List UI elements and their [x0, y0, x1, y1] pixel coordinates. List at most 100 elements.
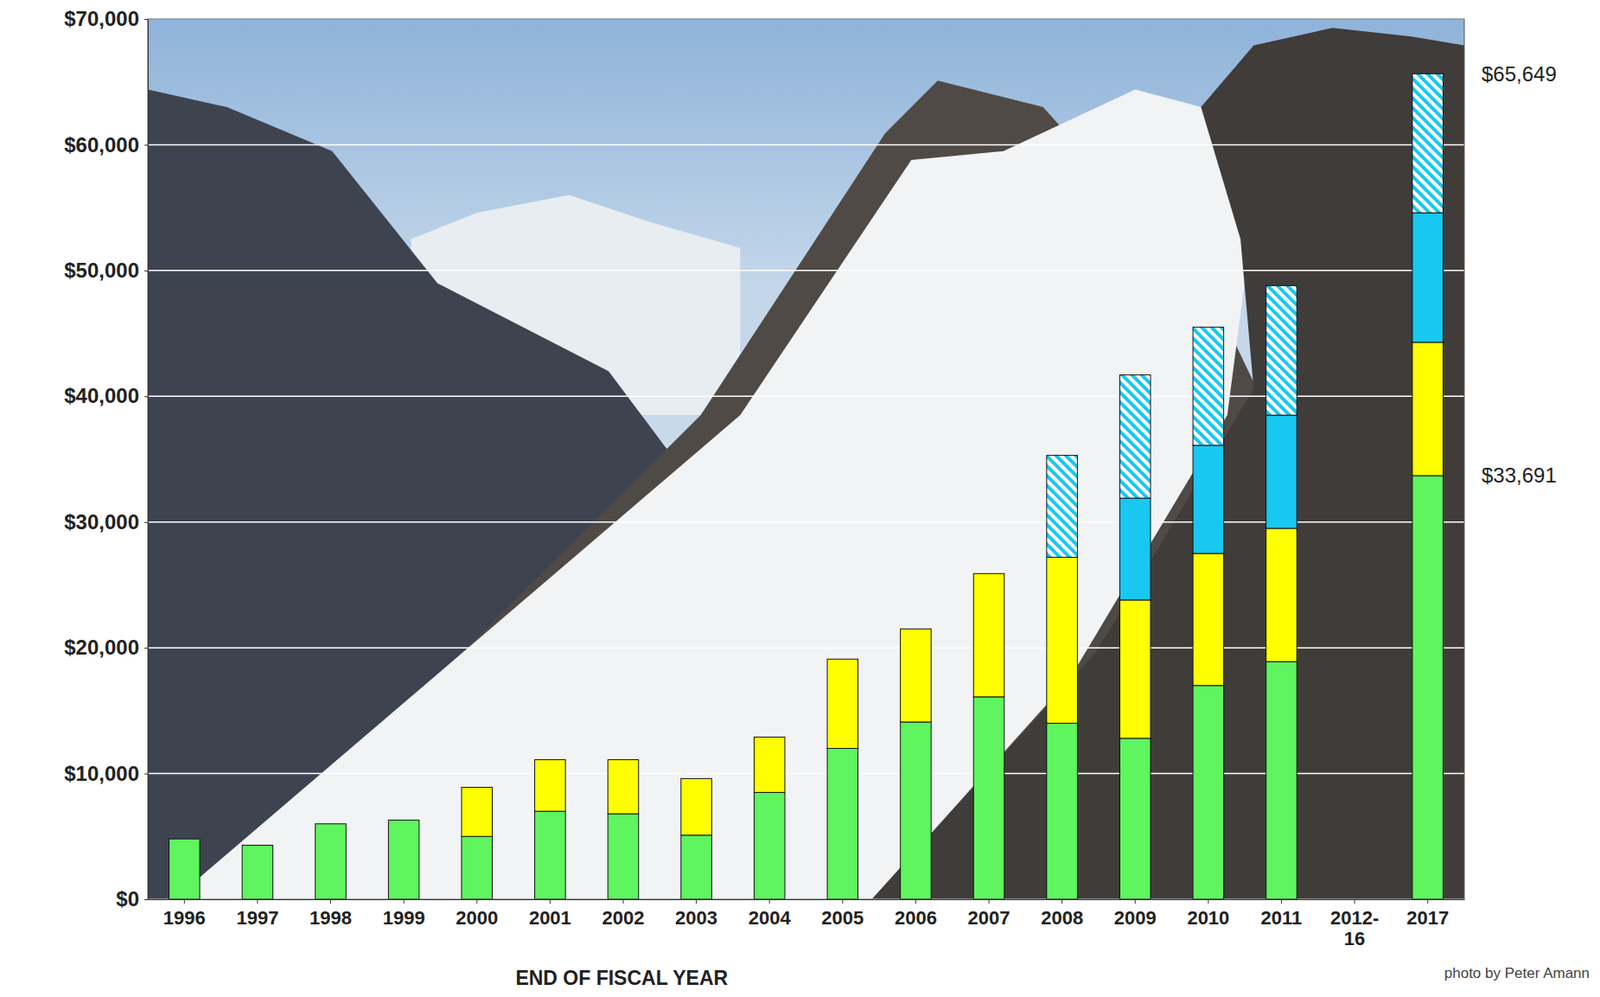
x-tick-mark	[1061, 898, 1063, 904]
y-tick-mark	[144, 522, 148, 523]
y-tick: $30,000	[63, 509, 148, 534]
x-tick-mark	[403, 898, 405, 904]
x-tick-label: 2010	[1186, 906, 1230, 929]
x-tick: 1998	[309, 898, 352, 929]
bar-segment	[607, 813, 639, 899]
x-tick-label: 2006	[894, 906, 938, 929]
x-tick: 1997	[235, 898, 279, 929]
x-tick: 1996	[163, 898, 206, 929]
bar-segment	[242, 844, 274, 899]
y-tick: $0	[115, 886, 148, 911]
bar-segment	[900, 628, 932, 722]
x-tick: 2011	[1261, 898, 1303, 929]
grid	[147, 19, 1465, 899]
y-tick-mark	[144, 898, 148, 900]
x-tick-mark	[622, 898, 624, 904]
bar-segment	[753, 791, 785, 899]
y-tick-mark	[144, 144, 148, 146]
y-tick: $70,000	[63, 6, 148, 31]
x-tick-mark	[476, 898, 478, 904]
bar-segment	[1412, 342, 1444, 476]
x-tick: 1999	[382, 898, 426, 929]
x-tick-mark	[769, 898, 771, 904]
x-tick-mark	[184, 898, 185, 904]
bar-segment	[1266, 528, 1298, 662]
x-tick-label: 2000	[455, 906, 498, 929]
x-tick: 2003	[675, 898, 718, 929]
x-tick-mark	[549, 898, 551, 904]
x-tick: 2007	[968, 898, 1011, 929]
x-tick-label: 1997	[235, 906, 279, 929]
bar-segment	[461, 787, 493, 837]
bar-segment	[315, 823, 347, 899]
x-tick: 2012-16	[1330, 898, 1379, 950]
background	[147, 19, 1465, 899]
x-tick: 2005	[821, 898, 864, 929]
plot: $0$10,000$20,000$30,000$40,000$50,000$60…	[63, 6, 1465, 950]
y-tick: $50,000	[63, 258, 148, 282]
x-tick-mark	[915, 898, 917, 904]
y-tick-mark	[144, 647, 148, 649]
x-tick-label: 2007	[968, 906, 1011, 929]
x-tick-label: 2008	[1040, 906, 1084, 929]
x-tick: 2008	[1040, 898, 1084, 929]
photo-credit: photo by Peter Amann	[1444, 964, 1590, 982]
y-tick-mark	[144, 270, 148, 272]
bar-segment	[973, 696, 1005, 899]
bar-segment	[388, 819, 420, 899]
x-tick-label: 1998	[309, 906, 352, 929]
x-tick-label: 2001	[529, 906, 572, 929]
y-tick-label: $70,000	[63, 6, 140, 31]
bar-segment	[535, 810, 567, 899]
bar-segment	[1412, 73, 1444, 213]
bar-segment	[1266, 661, 1298, 899]
bar-segment	[827, 747, 859, 899]
bar-segment	[461, 835, 493, 899]
y-tick: $60,000	[63, 133, 148, 157]
x-tick-mark	[1354, 898, 1356, 904]
x-tick-label: 2002	[601, 906, 644, 929]
x-tick-label: 2017	[1406, 906, 1449, 929]
bar-segment	[1119, 738, 1151, 899]
x-tick-mark	[1207, 898, 1209, 904]
annotation: $65,649	[1481, 62, 1557, 86]
x-tick-mark	[256, 898, 258, 904]
bar-segment	[1192, 685, 1224, 899]
x-tick-label: 2009	[1114, 906, 1157, 929]
bar-segment	[1412, 475, 1444, 899]
x-tick: 2000	[455, 898, 498, 929]
x-tick-label-line: 16	[1344, 927, 1365, 950]
x-tick: 2006	[894, 898, 938, 929]
bars	[169, 73, 1444, 899]
bar-segment	[1119, 497, 1151, 600]
x-tick-label: 1999	[382, 906, 426, 929]
right-cliff	[872, 27, 1465, 899]
bar-segment	[681, 777, 713, 835]
bar-segment	[1119, 599, 1151, 739]
y-tick: $10,000	[63, 761, 148, 785]
bar-segment	[827, 658, 859, 748]
grid-line	[147, 269, 1465, 272]
annotation: $33,691	[1481, 463, 1557, 487]
bar-segment	[1192, 553, 1224, 686]
y-tick-label: $50,000	[63, 258, 140, 282]
grid-line	[147, 144, 1465, 147]
y-tick-mark	[144, 19, 148, 20]
y-tick-mark	[144, 773, 148, 775]
bar-segment	[169, 838, 201, 899]
y-tick-mark	[144, 395, 148, 397]
x-axis-line	[148, 898, 1466, 900]
x-tick-mark	[1134, 898, 1136, 904]
bar-segment	[973, 573, 1005, 697]
x-tick: 2002	[601, 898, 644, 929]
y-tick-label: $10,000	[63, 761, 140, 785]
x-tick: 2017	[1406, 898, 1449, 929]
bar-segment	[681, 835, 713, 899]
x-axis-title: END OF FISCAL YEAR	[515, 966, 728, 989]
bar-segment	[1046, 556, 1078, 723]
chart: $0$10,000$20,000$30,000$40,000$50,000$60…	[0, 0, 1600, 997]
bar-segment	[1046, 722, 1078, 899]
x-tick-label: 2005	[821, 906, 864, 929]
x-tick-mark	[1427, 898, 1428, 904]
bar-segment	[1192, 445, 1224, 554]
